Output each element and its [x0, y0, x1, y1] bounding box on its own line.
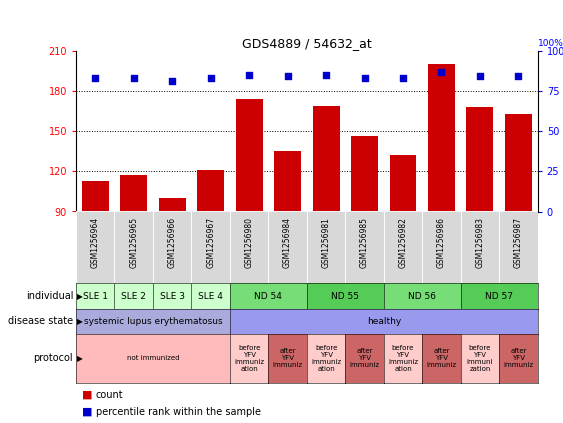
Point	[168, 78, 177, 85]
Text: GSM1256966: GSM1256966	[168, 217, 177, 268]
Text: individual: individual	[26, 291, 73, 301]
Text: healthy: healthy	[367, 317, 401, 326]
Bar	[467, 107, 493, 212]
Text: disease state: disease state	[8, 316, 73, 327]
Point	[399, 75, 408, 82]
Text: before
YFV
immuni
zation: before YFV immuni zation	[467, 345, 493, 372]
Text: systemic lupus erythematosus: systemic lupus erythematosus	[84, 317, 222, 326]
Text: ▶: ▶	[77, 317, 83, 326]
Text: GSM1256983: GSM1256983	[476, 217, 484, 268]
Bar	[159, 198, 186, 212]
Text: 100%: 100%	[538, 38, 563, 47]
FancyBboxPatch shape	[384, 212, 422, 283]
Text: GSM1256981: GSM1256981	[321, 217, 330, 268]
Text: SLE 1: SLE 1	[83, 291, 108, 301]
Text: ND 54: ND 54	[254, 291, 282, 301]
Text: GSM1256967: GSM1256967	[206, 217, 215, 268]
Text: GSM1256964: GSM1256964	[91, 217, 100, 268]
Text: SLE 4: SLE 4	[198, 291, 223, 301]
Point	[206, 75, 215, 82]
Bar	[120, 176, 147, 212]
Bar	[351, 137, 378, 212]
Text: ■: ■	[82, 407, 92, 417]
Text: GSM1256984: GSM1256984	[283, 217, 292, 268]
Point	[514, 73, 523, 80]
Text: GSM1256985: GSM1256985	[360, 217, 369, 268]
FancyBboxPatch shape	[422, 212, 461, 283]
Text: GSM1256982: GSM1256982	[399, 217, 408, 268]
Text: GSM1256987: GSM1256987	[514, 217, 523, 268]
Point	[437, 68, 446, 75]
Text: ■: ■	[82, 390, 92, 400]
Text: GSM1256986: GSM1256986	[437, 217, 446, 268]
Text: after
YFV
immuniz: after YFV immuniz	[350, 349, 379, 368]
Text: percentile rank within the sample: percentile rank within the sample	[96, 407, 261, 417]
Text: ND 57: ND 57	[485, 291, 513, 301]
Point	[129, 75, 138, 82]
Bar	[197, 170, 224, 212]
Text: before
YFV
immuniz
ation: before YFV immuniz ation	[311, 345, 341, 372]
Text: ND 56: ND 56	[408, 291, 436, 301]
FancyBboxPatch shape	[307, 212, 345, 283]
Bar	[82, 181, 109, 212]
FancyBboxPatch shape	[345, 212, 384, 283]
FancyBboxPatch shape	[76, 212, 114, 283]
Text: ▶: ▶	[77, 291, 83, 301]
FancyBboxPatch shape	[230, 212, 269, 283]
Text: SLE 2: SLE 2	[121, 291, 146, 301]
Text: before
YFV
immuniz
ation: before YFV immuniz ation	[234, 345, 264, 372]
Text: protocol: protocol	[34, 354, 73, 363]
FancyBboxPatch shape	[153, 212, 191, 283]
Bar	[390, 155, 417, 212]
Text: after
YFV
immuniz: after YFV immuniz	[426, 349, 457, 368]
Text: not immunized: not immunized	[127, 355, 179, 362]
Text: after
YFV
immuniz: after YFV immuniz	[503, 349, 534, 368]
Bar	[274, 151, 301, 212]
FancyBboxPatch shape	[114, 212, 153, 283]
Text: SLE 3: SLE 3	[160, 291, 185, 301]
Point	[321, 71, 330, 78]
Bar	[236, 99, 262, 212]
Text: count: count	[96, 390, 123, 400]
Text: after
YFV
immuniz: after YFV immuniz	[272, 349, 303, 368]
Text: before
YFV
immuniz
ation: before YFV immuniz ation	[388, 345, 418, 372]
Bar	[312, 106, 339, 212]
Point	[360, 75, 369, 82]
Text: GSM1256965: GSM1256965	[129, 217, 138, 268]
FancyBboxPatch shape	[269, 212, 307, 283]
FancyBboxPatch shape	[191, 212, 230, 283]
Title: GDS4889 / 54632_at: GDS4889 / 54632_at	[242, 37, 372, 49]
FancyBboxPatch shape	[461, 212, 499, 283]
Point	[91, 75, 100, 82]
Point	[244, 71, 253, 78]
Point	[475, 73, 484, 80]
Text: ▶: ▶	[77, 354, 83, 363]
Bar	[428, 64, 455, 211]
Bar	[505, 114, 532, 212]
FancyBboxPatch shape	[499, 212, 538, 283]
Text: ND 55: ND 55	[331, 291, 359, 301]
Point	[283, 73, 292, 80]
Text: GSM1256980: GSM1256980	[245, 217, 253, 268]
